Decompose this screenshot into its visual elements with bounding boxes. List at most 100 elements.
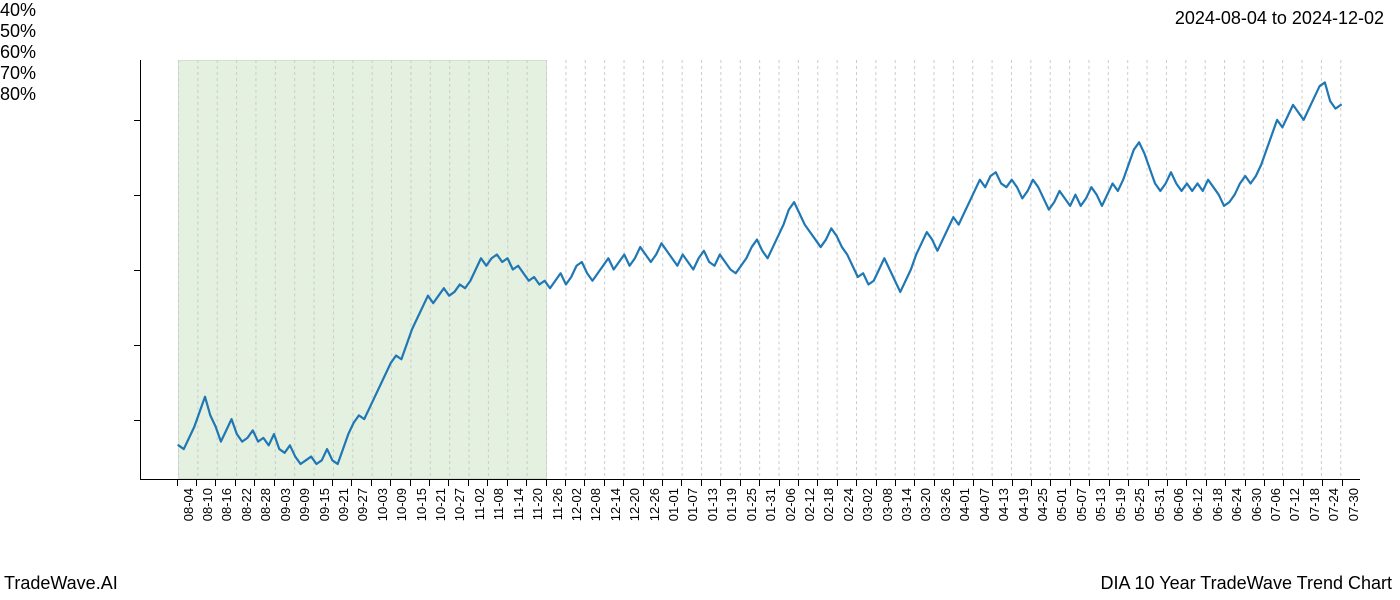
- xtick-label: 06-12: [1190, 488, 1205, 521]
- xtick-label: 11-26: [550, 488, 565, 520]
- xtick-label: 12-02: [569, 488, 584, 521]
- xtick-mark: [293, 480, 294, 486]
- xtick-mark: [274, 480, 275, 486]
- xtick-mark: [798, 480, 799, 486]
- xtick-label: 07-24: [1326, 488, 1341, 521]
- xtick-label: 08-22: [239, 488, 254, 521]
- xtick-label: 06-06: [1171, 488, 1186, 521]
- xtick-label: 04-01: [957, 488, 972, 521]
- xtick-label: 11-14: [511, 488, 526, 520]
- xtick-mark: [1012, 480, 1013, 486]
- xtick-mark: [1089, 480, 1090, 486]
- xtick-mark: [992, 480, 993, 486]
- xtick-label: 02-06: [783, 488, 798, 521]
- xtick-mark: [914, 480, 915, 486]
- date-range-label: 2024-08-04 to 2024-12-02: [1175, 8, 1384, 29]
- xtick-mark: [468, 480, 469, 486]
- xtick-label: 09-21: [336, 488, 351, 521]
- xtick-mark: [584, 480, 585, 486]
- xtick-mark: [817, 480, 818, 486]
- xtick-label: 01-31: [763, 488, 778, 521]
- xtick-label: 09-09: [297, 488, 312, 521]
- xtick-mark: [546, 480, 547, 486]
- footer-brand: TradeWave.AI: [4, 573, 118, 594]
- xtick-label: 08-16: [219, 488, 234, 521]
- xtick-mark: [837, 480, 838, 486]
- xtick-mark: [371, 480, 372, 486]
- xtick-label: 05-31: [1152, 488, 1167, 521]
- xtick-mark: [429, 480, 430, 486]
- xtick-label: 09-27: [355, 488, 370, 521]
- xtick-mark: [235, 480, 236, 486]
- xtick-label: 04-25: [1035, 488, 1050, 521]
- xtick-label: 09-03: [278, 488, 293, 521]
- xtick-mark: [254, 480, 255, 486]
- xtick-mark: [681, 480, 682, 486]
- footer-caption: DIA 10 Year TradeWave Trend Chart: [1101, 573, 1393, 594]
- xtick-mark: [1031, 480, 1032, 486]
- xtick-label: 02-18: [821, 488, 836, 521]
- xtick-mark: [332, 480, 333, 486]
- xtick-mark: [448, 480, 449, 486]
- xtick-mark: [526, 480, 527, 486]
- xtick-label: 04-19: [1016, 488, 1031, 521]
- xtick-label: 07-06: [1268, 488, 1283, 521]
- xtick-mark: [895, 480, 896, 486]
- xtick-mark: [1050, 480, 1051, 486]
- xtick-label: 05-07: [1074, 488, 1089, 521]
- xtick-label: 01-25: [744, 488, 759, 521]
- xtick-label: 05-25: [1132, 488, 1147, 521]
- xtick-mark: [487, 480, 488, 486]
- xtick-mark: [410, 480, 411, 486]
- xtick-mark: [1225, 480, 1226, 486]
- xtick-label: 10-03: [375, 488, 390, 521]
- xtick-mark: [1109, 480, 1110, 486]
- xtick-label: 10-27: [452, 488, 467, 521]
- xtick-label: 12-26: [647, 488, 662, 521]
- xtick-label: 06-24: [1229, 488, 1244, 521]
- xtick-label: 11-20: [530, 488, 545, 520]
- xtick-mark: [643, 480, 644, 486]
- gridlines-group: [178, 60, 1340, 479]
- ytick-mark: [134, 345, 140, 346]
- xtick-mark: [565, 480, 566, 486]
- xtick-label: 09-15: [317, 488, 332, 521]
- xtick-label: 12-08: [588, 488, 603, 521]
- ytick-mark: [134, 120, 140, 121]
- xtick-label: 01-07: [685, 488, 700, 521]
- xtick-mark: [779, 480, 780, 486]
- xtick-label: 05-13: [1093, 488, 1108, 521]
- xtick-mark: [351, 480, 352, 486]
- xtick-mark: [196, 480, 197, 486]
- xtick-mark: [740, 480, 741, 486]
- xtick-label: 07-12: [1287, 488, 1302, 521]
- xtick-mark: [1186, 480, 1187, 486]
- xtick-mark: [1128, 480, 1129, 486]
- xtick-label: 10-21: [433, 488, 448, 521]
- xtick-mark: [1206, 480, 1207, 486]
- xtick-mark: [662, 480, 663, 486]
- xtick-label: 10-15: [414, 488, 429, 521]
- xtick-label: 11-08: [491, 488, 506, 520]
- xtick-label: 05-19: [1113, 488, 1128, 521]
- xtick-label: 01-19: [724, 488, 739, 521]
- xtick-label: 03-14: [899, 488, 914, 521]
- xtick-mark: [604, 480, 605, 486]
- xtick-label: 03-02: [860, 488, 875, 521]
- xtick-label: 01-01: [666, 488, 681, 521]
- xtick-mark: [1245, 480, 1246, 486]
- xtick-mark: [390, 480, 391, 486]
- xtick-label: 04-07: [977, 488, 992, 521]
- xtick-label: 07-30: [1346, 488, 1361, 521]
- xtick-label: 03-26: [938, 488, 953, 521]
- xtick-mark: [973, 480, 974, 486]
- xtick-label: 02-12: [802, 488, 817, 521]
- xtick-mark: [1167, 480, 1168, 486]
- xtick-mark: [876, 480, 877, 486]
- xtick-mark: [701, 480, 702, 486]
- xtick-label: 03-08: [880, 488, 895, 521]
- xtick-mark: [953, 480, 954, 486]
- xtick-label: 04-13: [996, 488, 1011, 521]
- xtick-mark: [1283, 480, 1284, 486]
- xtick-mark: [313, 480, 314, 486]
